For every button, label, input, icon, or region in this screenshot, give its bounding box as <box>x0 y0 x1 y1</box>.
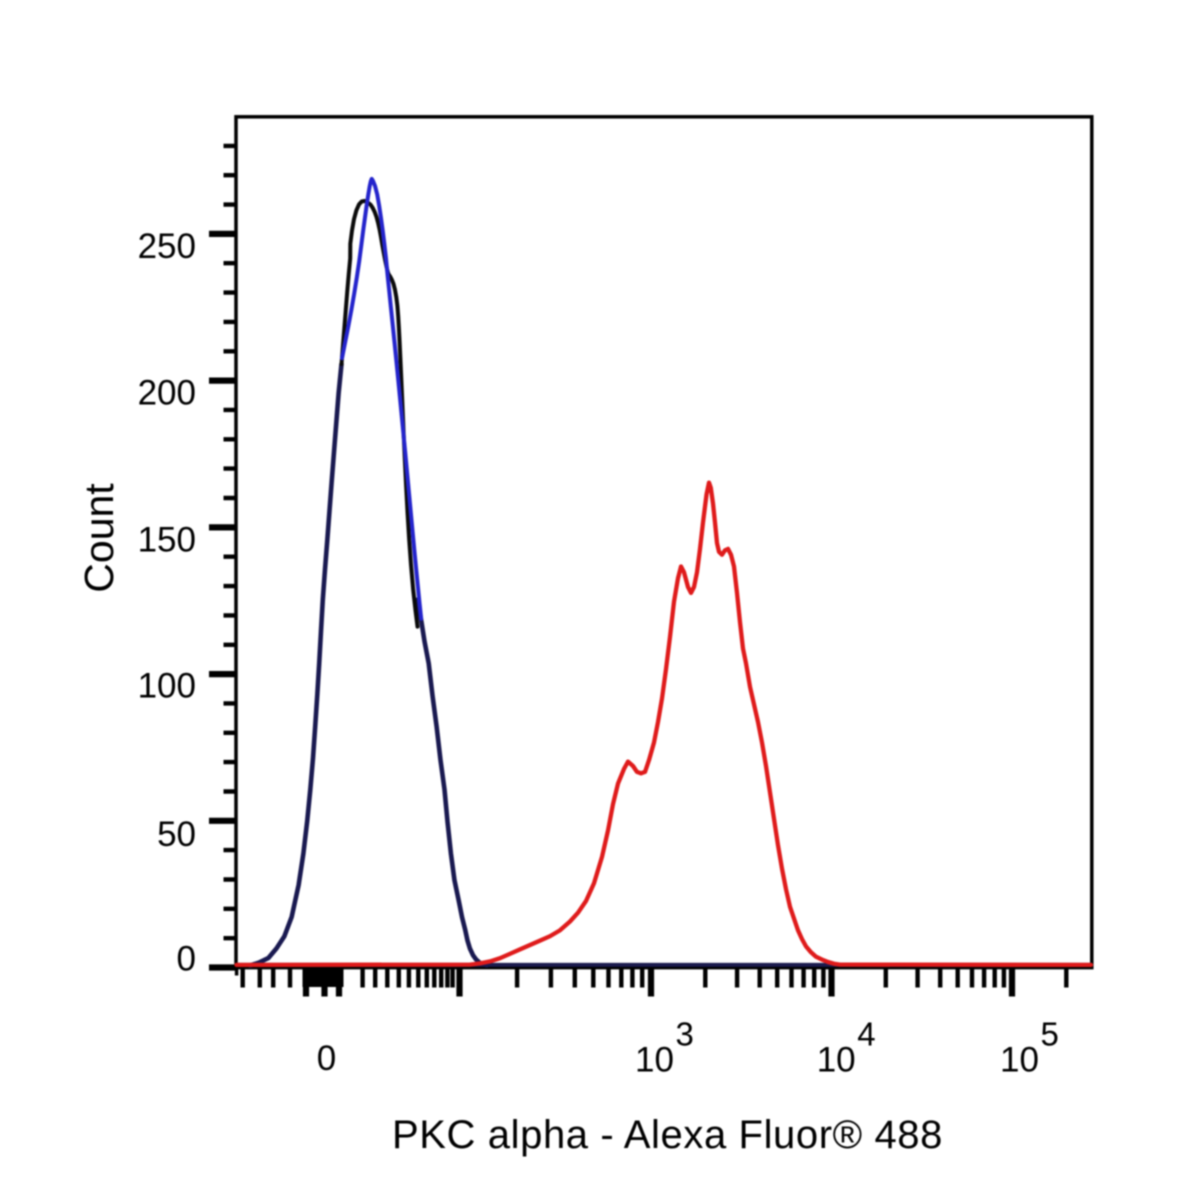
svg-text:100: 100 <box>138 667 196 706</box>
svg-text:10: 10 <box>817 1041 856 1080</box>
svg-text:PKC alpha - Alexa Fluor® 488: PKC alpha - Alexa Fluor® 488 <box>392 1113 943 1157</box>
svg-text:10: 10 <box>1000 1041 1039 1080</box>
svg-text:150: 150 <box>138 520 196 559</box>
svg-text:50: 50 <box>157 815 196 854</box>
svg-text:0: 0 <box>177 939 196 978</box>
svg-text:5: 5 <box>1041 1016 1059 1053</box>
svg-text:4: 4 <box>857 1016 875 1053</box>
svg-text:3: 3 <box>676 1016 694 1053</box>
svg-text:250: 250 <box>138 227 196 266</box>
svg-text:200: 200 <box>138 374 196 413</box>
svg-text:Count: Count <box>76 483 122 593</box>
svg-text:0: 0 <box>317 1039 336 1078</box>
svg-text:10: 10 <box>635 1041 674 1080</box>
